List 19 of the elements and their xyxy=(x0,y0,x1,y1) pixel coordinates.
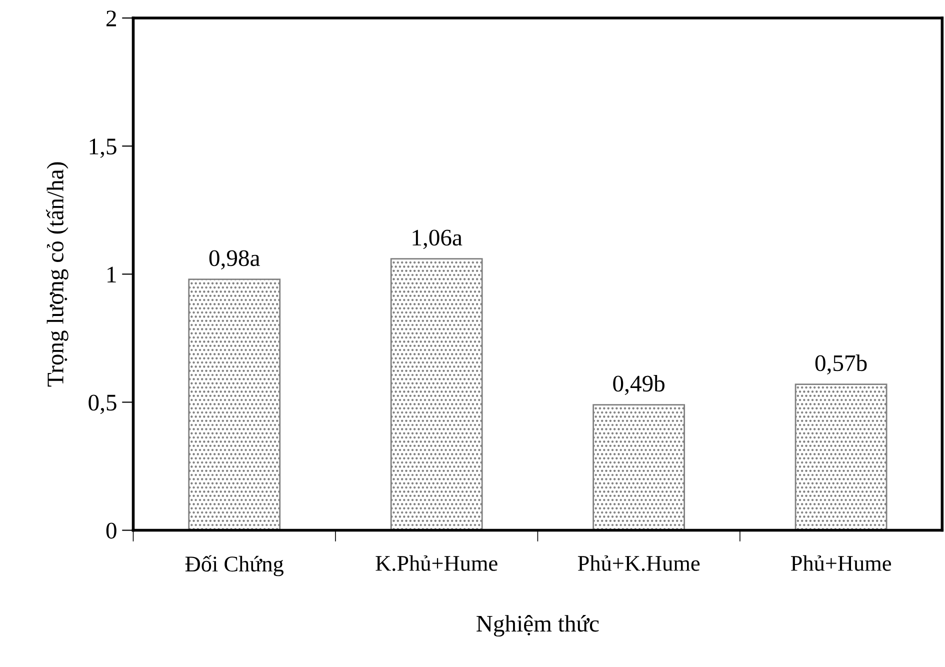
bar xyxy=(188,278,281,530)
x-tick-label: K.Phủ+Hume xyxy=(376,555,498,571)
data-label: 1,06a xyxy=(412,230,462,250)
y-tick-label: 1 xyxy=(108,266,116,282)
x-tick-label: Phủ+Hume xyxy=(790,555,891,571)
x-axis-title: Nghiệm thức xyxy=(476,615,599,637)
bar xyxy=(390,258,483,530)
bar xyxy=(794,384,888,530)
x-tick-label: Phủ+K.Hume xyxy=(578,555,700,571)
y-tick-label: 1,5 xyxy=(90,138,116,158)
y-tick-label: 0,5 xyxy=(88,394,116,414)
y-tick-label: 0 xyxy=(106,522,116,539)
data-label: 0,98a xyxy=(209,250,260,270)
data-label: 0,57b xyxy=(815,354,867,375)
y-tick-label: 2 xyxy=(106,10,116,26)
bar xyxy=(592,404,686,530)
y-axis-title: Trọng lượng cỏ (tấn/ha) xyxy=(46,162,68,387)
x-tick-label: Đối Chứng xyxy=(185,555,284,576)
data-label: 0,49b xyxy=(613,375,664,396)
